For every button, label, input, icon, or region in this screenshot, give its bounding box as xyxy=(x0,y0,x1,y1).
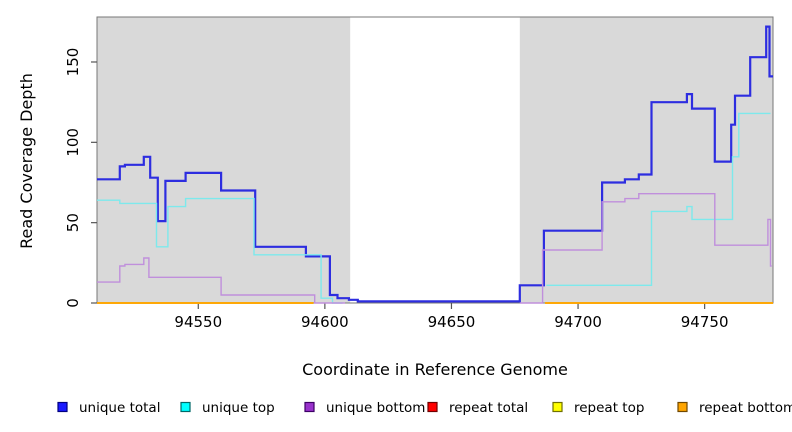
y-tick-label: 150 xyxy=(64,48,82,77)
y-axis-title: Read Coverage Depth xyxy=(17,73,36,249)
legend-swatch-unique-bottom xyxy=(304,401,315,413)
plot-box xyxy=(96,16,774,304)
legend-label-repeat-total: repeat total xyxy=(449,400,528,416)
legend-label-unique-top: unique top xyxy=(202,400,275,416)
x-axis-title: Coordinate in Reference Genome xyxy=(302,360,568,379)
legend-swatch-repeat-top xyxy=(552,401,563,413)
y-tick-label: 50 xyxy=(64,213,82,232)
legend-swatch-repeat-bottom xyxy=(677,401,688,413)
x-tick-label: 94750 xyxy=(681,313,729,331)
series-unique-bottom-line xyxy=(519,193,772,304)
y-tick-label: 0 xyxy=(64,298,82,308)
x-tick-label: 94600 xyxy=(301,313,349,331)
y-tick-label: 100 xyxy=(64,128,82,157)
series-unique-top-line xyxy=(546,112,771,286)
series-unique-bottom-line xyxy=(97,257,346,304)
legend-label-repeat-bottom: repeat bottom xyxy=(699,400,792,416)
x-tick-label: 94700 xyxy=(554,313,602,331)
series-unique-total-line xyxy=(97,25,773,303)
legend-swatch-unique-top xyxy=(180,401,191,413)
x-tick-label: 94550 xyxy=(174,313,222,331)
legend-label-repeat-top: repeat top xyxy=(574,400,644,416)
series-unique-top-line xyxy=(97,197,343,304)
legend-swatch-repeat-total xyxy=(427,401,438,413)
legend-label-unique-total: unique total xyxy=(79,400,160,416)
legend-label-unique-bottom: unique bottom xyxy=(326,400,425,416)
masked-region xyxy=(350,17,520,303)
x-tick-label: 94650 xyxy=(428,313,476,331)
legend-swatch-unique-total xyxy=(57,401,68,413)
